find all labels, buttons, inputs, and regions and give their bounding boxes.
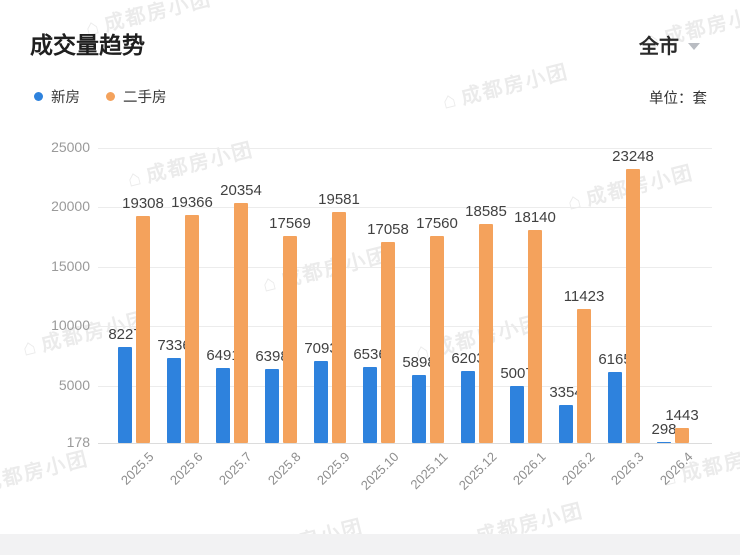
y-tick-label: 25000 xyxy=(51,139,90,155)
bar-new-homes[interactable] xyxy=(559,405,573,443)
legend-item-secondhand-homes[interactable]: 二手房 xyxy=(106,86,167,107)
bar-secondhand-homes[interactable] xyxy=(675,427,689,443)
bar-secondhand-homes[interactable] xyxy=(577,309,591,443)
bar-new-homes[interactable] xyxy=(608,371,622,443)
bar-value-label: 8227 xyxy=(108,326,142,344)
bar-value-label: 6165 xyxy=(598,350,632,368)
bar-value-label: 17569 xyxy=(269,215,311,233)
bar-value-label: 7336 xyxy=(157,336,191,354)
legend-dot-secondhand-homes xyxy=(106,92,115,101)
bar-new-homes[interactable] xyxy=(265,369,279,443)
page-title: 成交量趋势 xyxy=(30,32,145,58)
bar-value-label: 23248 xyxy=(612,147,654,165)
y-tick-label: 15000 xyxy=(51,257,90,274)
gridline xyxy=(98,148,712,149)
legend-item-new-homes[interactable]: 新房 xyxy=(34,86,80,107)
bar-new-homes[interactable] xyxy=(167,357,181,443)
bar-value-label: 17560 xyxy=(416,215,458,233)
bar-secondhand-homes[interactable] xyxy=(136,215,150,443)
bottom-divider xyxy=(0,534,740,555)
bar-value-label: 7093 xyxy=(304,339,338,357)
bar-new-homes[interactable] xyxy=(461,371,475,443)
legend-dot-new-homes xyxy=(34,92,43,101)
bar-new-homes[interactable] xyxy=(363,367,377,443)
x-axis-line xyxy=(98,443,712,444)
bar-secondhand-homes[interactable] xyxy=(332,212,346,443)
bar-value-label: 18140 xyxy=(514,208,556,226)
bar-value-label: 6203 xyxy=(451,350,485,368)
bar-secondhand-homes[interactable] xyxy=(626,168,640,443)
bar-value-label: 6491 xyxy=(206,346,240,364)
y-tick-label: 20000 xyxy=(51,198,90,215)
bar-value-label: 298 xyxy=(651,420,677,438)
bar-secondhand-homes[interactable] xyxy=(283,236,297,443)
bar-value-label: 3354 xyxy=(549,384,583,402)
bar-new-homes[interactable] xyxy=(314,360,328,443)
legend-label-secondhand-homes: 二手房 xyxy=(123,90,167,106)
bar-value-label: 5007 xyxy=(500,364,534,382)
bar-value-label: 20354 xyxy=(220,182,262,200)
bar-value-label: 19366 xyxy=(171,193,213,211)
bar-new-homes[interactable] xyxy=(510,385,524,443)
bar-value-label: 5898 xyxy=(402,354,436,372)
gridline xyxy=(98,385,712,387)
bar-new-homes[interactable] xyxy=(657,441,671,443)
bar-value-label: 18585 xyxy=(465,203,507,221)
bar-secondhand-homes[interactable] xyxy=(185,214,199,443)
region-selector-label: 全市 xyxy=(639,36,679,58)
bar-value-label: 6398 xyxy=(255,348,289,366)
bar-secondhand-homes[interactable] xyxy=(381,242,395,443)
bar-new-homes[interactable] xyxy=(412,375,426,443)
region-selector[interactable]: 全市 xyxy=(639,30,700,59)
bar-secondhand-homes[interactable] xyxy=(528,229,542,443)
bar-secondhand-homes[interactable] xyxy=(234,203,248,443)
bar-secondhand-homes[interactable] xyxy=(479,224,493,443)
bar-value-label: 19581 xyxy=(318,191,360,209)
bar-new-homes[interactable] xyxy=(216,367,230,443)
legend-label-new-homes: 新房 xyxy=(51,90,80,106)
bar-value-label: 17058 xyxy=(367,221,409,239)
bar-value-label: 11423 xyxy=(563,288,605,306)
bar-value-label: 1443 xyxy=(665,406,699,424)
unit-label: 单位：套 xyxy=(649,91,707,107)
chevron-down-icon xyxy=(688,42,700,50)
y-tick-label: 5000 xyxy=(58,376,90,393)
bar-value-label: 6536 xyxy=(353,346,387,364)
bar-new-homes[interactable] xyxy=(118,347,132,443)
gridline xyxy=(98,266,712,268)
gridline xyxy=(98,326,712,328)
y-tick-label: 178 xyxy=(66,434,90,450)
bar-secondhand-homes[interactable] xyxy=(430,236,444,443)
y-tick-label: 10000 xyxy=(51,317,90,334)
gridline xyxy=(98,207,712,209)
bar-value-label: 19308 xyxy=(122,194,164,212)
legend: 新房 二手房 xyxy=(34,86,167,107)
